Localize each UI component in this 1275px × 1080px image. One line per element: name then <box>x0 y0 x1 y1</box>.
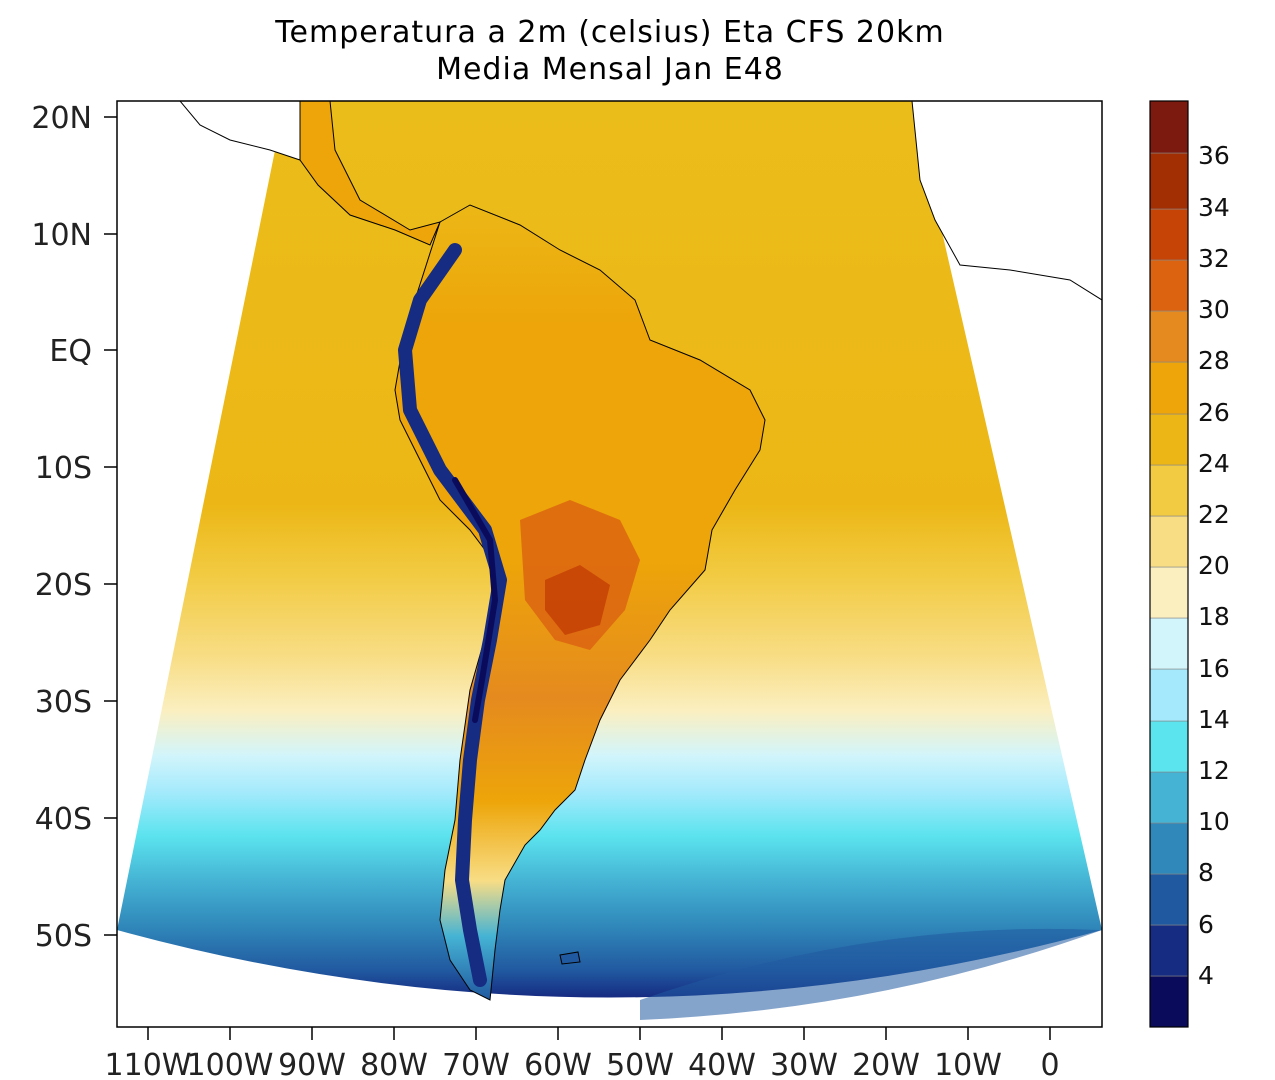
colorbar-label: 30 <box>1198 295 1230 324</box>
colorbar-swatch <box>1149 208 1189 261</box>
lon-label-30w: 30W <box>770 1048 838 1080</box>
colorbar: 36 34 32 30 28 26 24 22 20 18 16 14 12 1… <box>1149 100 1230 1028</box>
colorbar-swatch <box>1149 720 1189 773</box>
colorbar-label: 6 <box>1198 910 1214 939</box>
colorbar-label: 10 <box>1198 807 1230 836</box>
title-line-2: Media Mensal Jan E48 <box>436 52 784 87</box>
colorbar-label: 28 <box>1198 346 1230 375</box>
lat-label-30s: 30S <box>35 685 92 720</box>
colorbar-swatch <box>1149 771 1189 824</box>
colorbar-swatch <box>1149 310 1189 363</box>
title-line-1: Temperatura a 2m (celsius) Eta CFS 20km <box>274 15 944 50</box>
andes-high-core <box>452 477 499 723</box>
colorbar-swatch <box>1149 924 1189 977</box>
colorbar-label: 16 <box>1198 654 1230 683</box>
lon-label-40w: 40W <box>688 1048 756 1080</box>
colorbar-swatch <box>1149 152 1189 210</box>
colorbar-label: 4 <box>1198 961 1214 990</box>
colorbar-swatch <box>1149 361 1189 415</box>
lon-label-70w: 70W <box>442 1048 510 1080</box>
colorbar-label: 18 <box>1198 602 1230 631</box>
lat-axis: 20N 10N EQ 10S 20S 30S 40S 50S <box>31 101 117 954</box>
lon-label-20w: 20W <box>852 1048 920 1080</box>
lon-label-60w: 60W <box>524 1048 592 1080</box>
colorbar-swatch <box>1149 464 1189 517</box>
lon-label-10w: 10W <box>934 1048 1002 1080</box>
lat-label-40s: 40S <box>35 802 92 837</box>
colorbar-swatch <box>1149 259 1189 312</box>
south-atlantic-cool-band <box>640 928 1102 1020</box>
falklands <box>559 951 581 965</box>
lat-label-10s: 10S <box>35 451 92 486</box>
colorbar-label: 36 <box>1198 141 1230 170</box>
colorbar-label: 14 <box>1198 705 1230 734</box>
colorbar-label: 32 <box>1198 244 1230 273</box>
lat-label-20s: 20S <box>35 568 92 603</box>
lat-label-50s: 50S <box>35 919 92 954</box>
colorbar-swatch <box>1149 566 1189 619</box>
lon-axis: 110W 100W 90W 80W 70W 60W 50W 40W 30W 20… <box>105 1027 1060 1080</box>
lat-label-10n: 10N <box>31 218 92 253</box>
colorbar-swatch <box>1149 975 1189 1028</box>
colorbar-swatch <box>1149 873 1189 926</box>
colorbar-label: 22 <box>1198 500 1230 529</box>
lon-label-0: 0 <box>1040 1048 1059 1080</box>
colorbar-label: 26 <box>1198 398 1230 427</box>
colorbar-swatch <box>1149 617 1189 670</box>
colorbar-label: 34 <box>1198 193 1230 222</box>
colorbar-swatch <box>1149 668 1189 722</box>
north-america-outline <box>179 101 301 161</box>
colorbar-label: 24 <box>1198 449 1230 478</box>
colorbar-label: 8 <box>1198 858 1214 887</box>
colorbar-swatch <box>1149 413 1189 466</box>
map-area <box>117 101 1102 1020</box>
colorbar-label: 12 <box>1198 756 1230 785</box>
lon-label-90w: 90W <box>278 1048 346 1080</box>
lon-label-80w: 80W <box>360 1048 428 1080</box>
lat-label-20n: 20N <box>31 101 92 136</box>
lon-label-50w: 50W <box>606 1048 674 1080</box>
colorbar-frame <box>1149 100 1189 1028</box>
central-america-land <box>299 101 441 246</box>
lon-label-110w: 110W <box>105 1048 192 1080</box>
colorbar-swatch <box>1149 515 1189 568</box>
colorbar-swatch <box>1149 100 1189 154</box>
map-frame <box>116 100 1103 1028</box>
colorbar-swatch <box>1149 822 1189 875</box>
colorbar-label: 20 <box>1198 551 1230 580</box>
interior-hottest-core <box>545 565 610 635</box>
africa-outline <box>911 101 1102 301</box>
lon-label-100w: 100W <box>187 1048 274 1080</box>
lat-label-eq: EQ <box>49 334 92 369</box>
